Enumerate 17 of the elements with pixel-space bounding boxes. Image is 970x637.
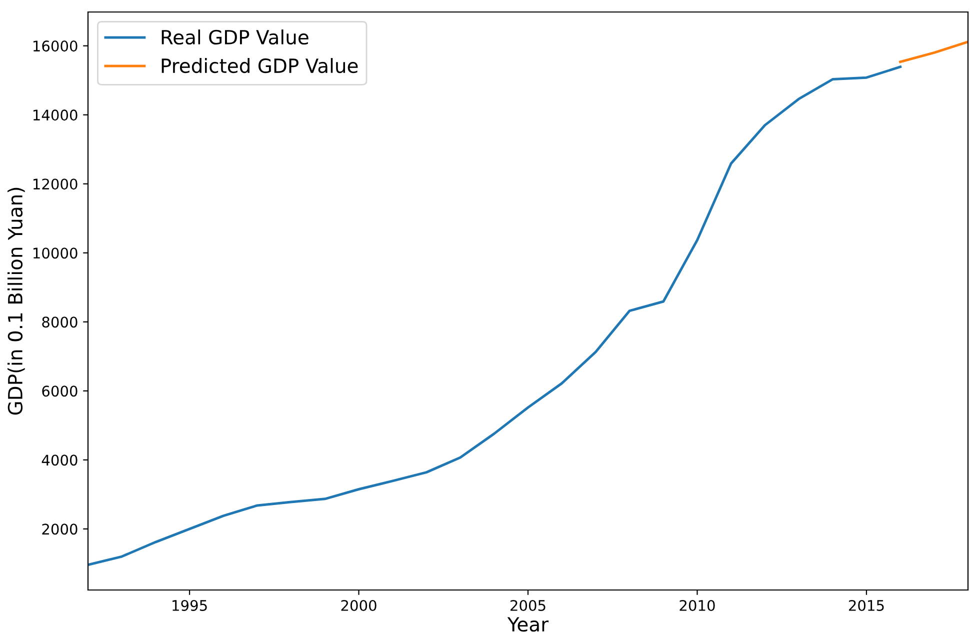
x-tick-label: 2005 xyxy=(510,600,546,612)
y-tick-label: 10000 xyxy=(33,248,78,259)
legend-label: Predicted GDP Value xyxy=(162,58,358,74)
y-tick-label: 16000 xyxy=(33,40,78,52)
y-tick-label: 8000 xyxy=(42,316,78,328)
legend-label: Real GDP Value xyxy=(162,30,308,45)
y-tick-label: 2000 xyxy=(42,524,78,535)
y-tick-label: 14000 xyxy=(33,110,78,121)
y-tick-label: 6000 xyxy=(42,386,78,397)
x-tick-label: 2010 xyxy=(680,600,715,612)
x-tick-label: 2015 xyxy=(848,600,884,612)
x-tick-label: 2000 xyxy=(341,600,376,612)
x-tick-label: 1995 xyxy=(172,600,207,612)
y-axis-title: GDP(in 0.1 Billion Yuan) xyxy=(8,188,25,415)
y-tick-label: 12000 xyxy=(33,178,78,190)
y-tick-label: 4000 xyxy=(42,454,78,466)
x-axis-title: Year xyxy=(507,617,549,632)
